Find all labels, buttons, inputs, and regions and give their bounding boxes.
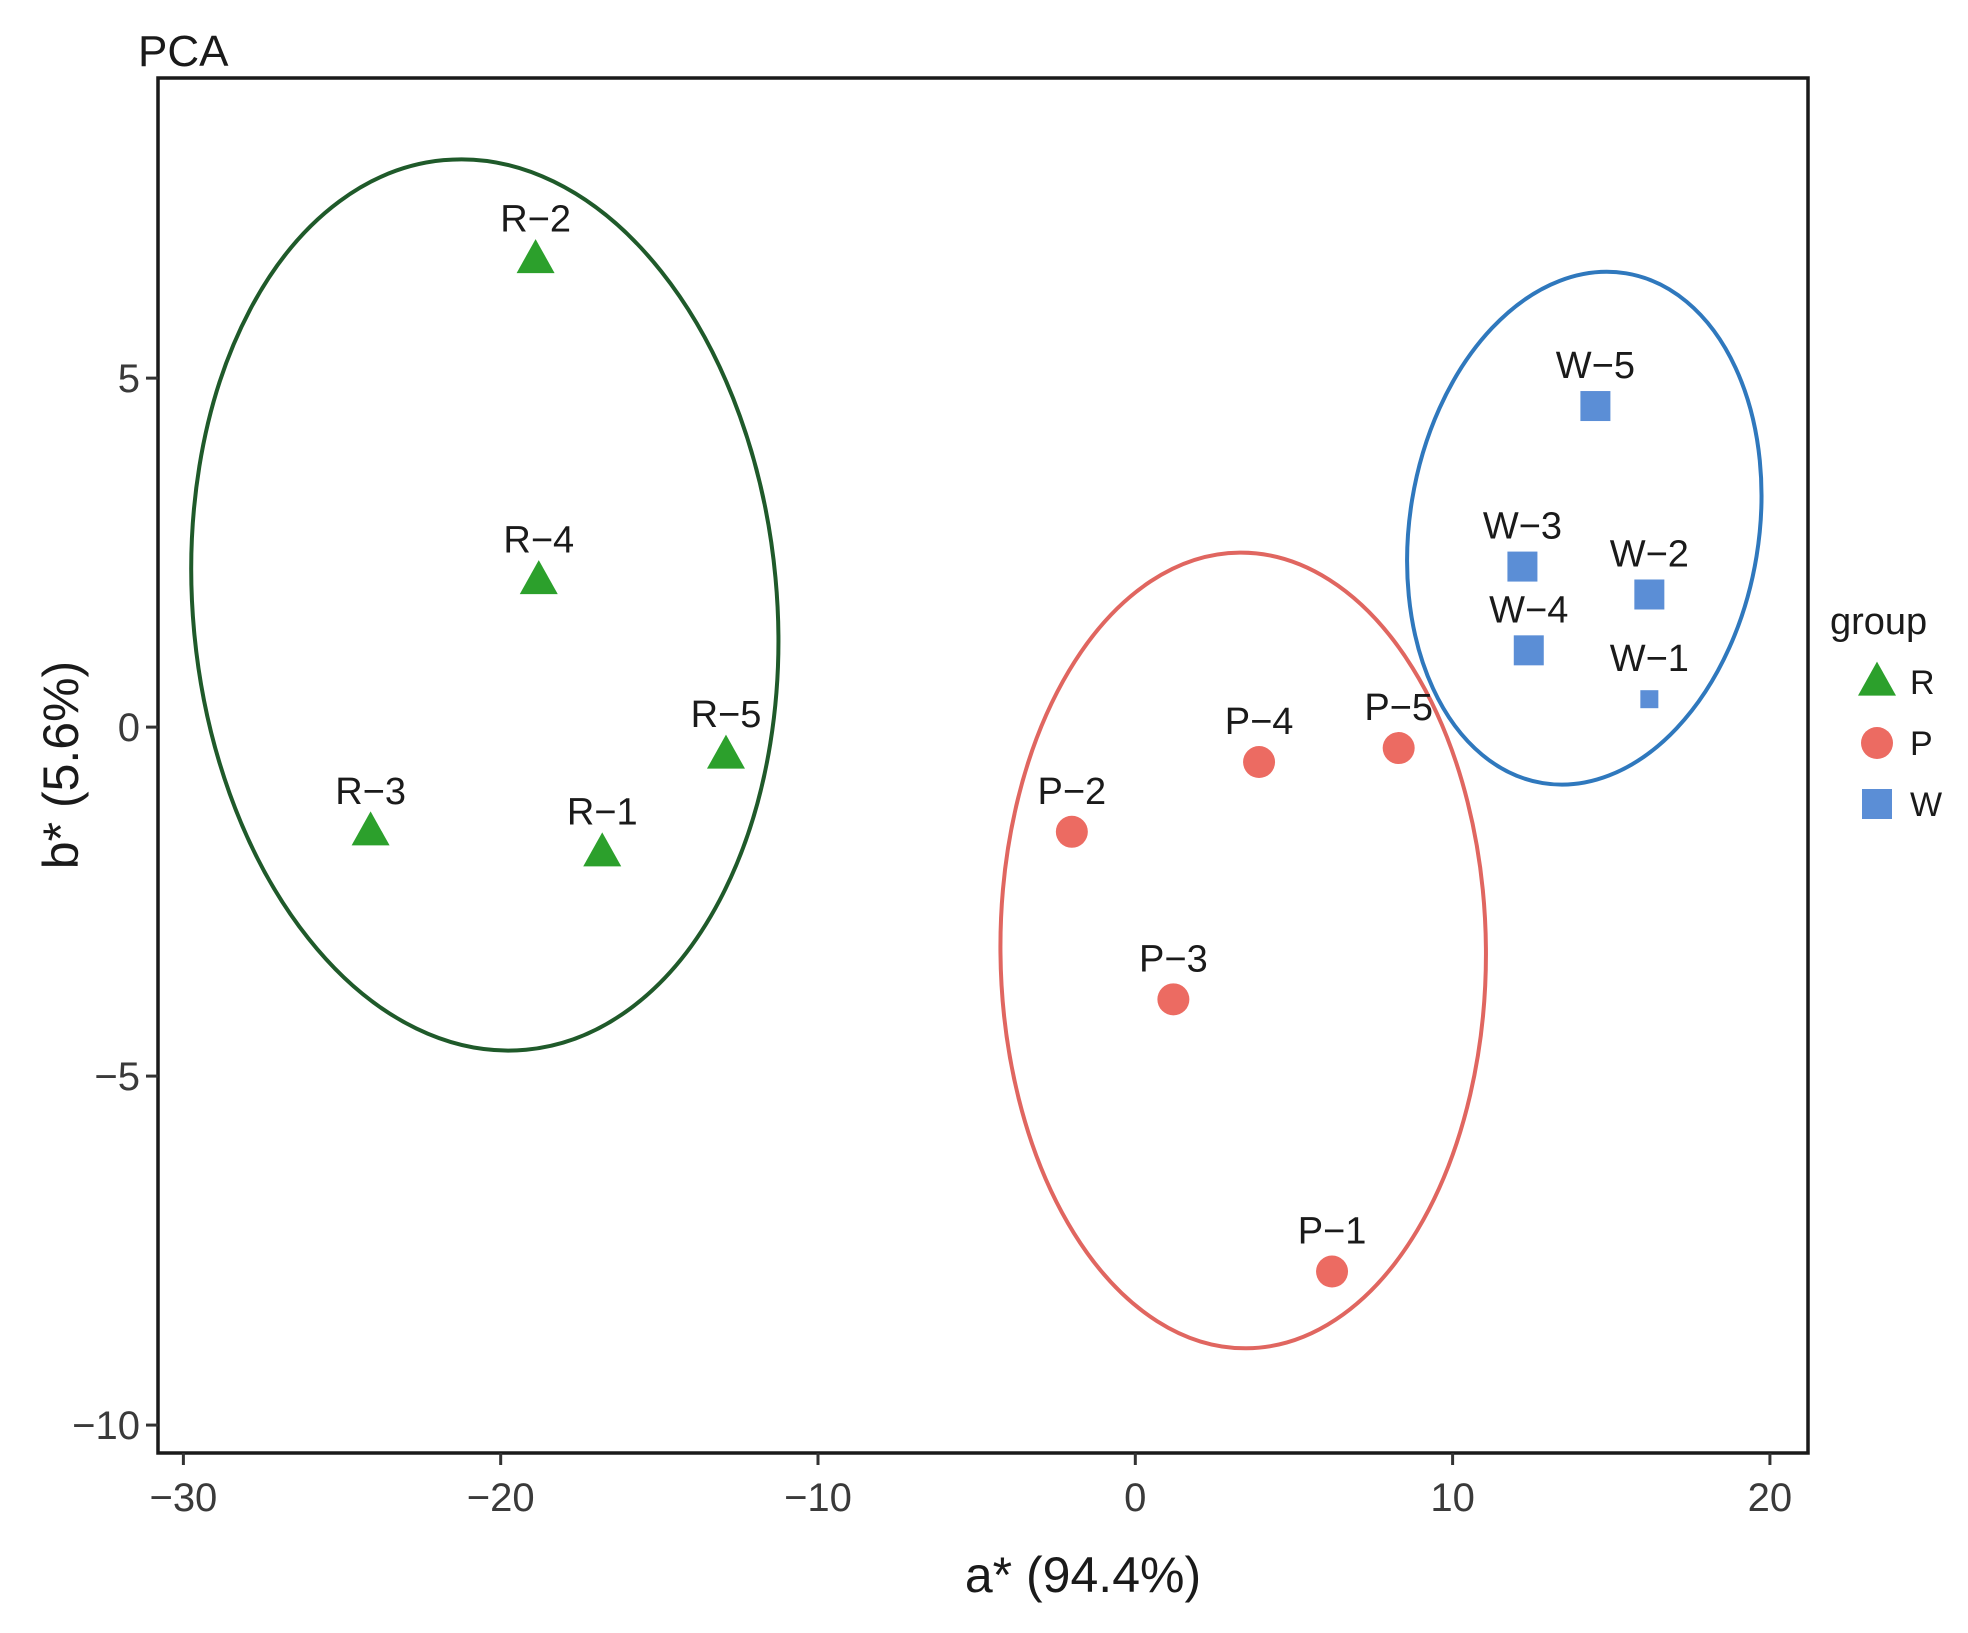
legend-key-P (1861, 727, 1893, 759)
point-label-P−3: P−3 (1139, 938, 1208, 980)
ellipse-P (998, 550, 1488, 1351)
point-P−1 (1316, 1255, 1349, 1288)
legend-label-P: P (1910, 725, 1933, 763)
y-axis-title: b* (5.6%) (33, 661, 89, 869)
point-R−5 (706, 734, 745, 769)
y-axis-ticks: −10 −5 0 5 (72, 357, 158, 1448)
point-P−2 (1055, 815, 1088, 848)
point-label-R−3: R−3 (335, 771, 406, 813)
y-tick-label-0: −10 (72, 1404, 140, 1448)
legend-label-R: R (1910, 664, 1935, 702)
legend-key-W (1862, 789, 1892, 819)
point-P−4 (1243, 746, 1276, 779)
point-W−2 (1634, 579, 1665, 610)
point-W−3 (1507, 551, 1538, 582)
y-tick-label-1: −5 (94, 1055, 140, 1099)
point-label-P−1: P−1 (1298, 1211, 1367, 1253)
point-P−3 (1157, 983, 1190, 1016)
point-label-P−2: P−2 (1038, 771, 1107, 813)
point-label-R−1: R−1 (567, 792, 638, 834)
point-label-R−2: R−2 (500, 198, 571, 240)
confidence-ellipses (189, 157, 1764, 1351)
y-tick-label-3: 5 (118, 357, 140, 401)
point-W−1 (1640, 690, 1659, 709)
legend-label-W: W (1910, 786, 1942, 824)
point-label-P−5: P−5 (1364, 687, 1433, 729)
legend: group RPW (1830, 601, 1942, 824)
point-P−5 (1382, 732, 1415, 765)
point-labels: R−1 R−2 R−3 R−4 R−5 P−1 P−2 P−3 P−4 P−5 W−1 W−2 W−3 W… (335, 198, 1689, 1252)
point-label-R−4: R−4 (503, 520, 574, 562)
point-label-W−1: W−1 (1610, 638, 1689, 680)
point-label-W−2: W−2 (1610, 533, 1689, 575)
point-label-P−4: P−4 (1225, 701, 1294, 743)
x-tick-label-4: 10 (1430, 1476, 1475, 1520)
legend-key-R (1858, 661, 1896, 696)
y-tick-label-2: 0 (118, 706, 140, 750)
x-tick-label-2: −10 (784, 1476, 852, 1520)
point-R−1 (583, 832, 622, 867)
ellipse-R (189, 157, 781, 1053)
point-R−2 (516, 239, 555, 274)
point-label-R−5: R−5 (691, 694, 762, 736)
ellipse-W (1405, 269, 1764, 787)
legend-title: group (1830, 601, 1927, 643)
point-W−4 (1513, 635, 1544, 666)
data-points (351, 239, 1665, 1288)
x-tick-label-1: −20 (467, 1476, 535, 1520)
point-W−5 (1580, 391, 1611, 422)
x-tick-label-0: −30 (149, 1476, 217, 1520)
chart-title: PCA (138, 27, 229, 76)
point-label-W−5: W−5 (1556, 345, 1635, 387)
x-axis-title: a* (94.4%) (965, 1547, 1201, 1603)
point-R−4 (519, 560, 558, 595)
x-axis-ticks: −30 −20 −10 0 10 20 (149, 1453, 1792, 1520)
x-tick-label-3: 0 (1124, 1476, 1146, 1520)
point-label-W−3: W−3 (1483, 506, 1562, 548)
point-R−3 (351, 811, 390, 846)
plot-panel-border (156, 76, 1810, 1455)
x-tick-label-5: 20 (1748, 1476, 1793, 1520)
point-label-W−4: W−4 (1489, 589, 1568, 631)
